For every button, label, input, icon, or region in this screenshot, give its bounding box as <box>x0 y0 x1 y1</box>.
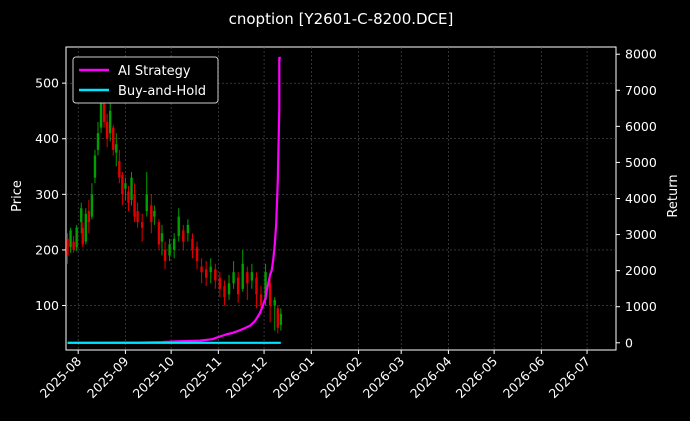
candle-body <box>232 272 235 284</box>
candle-body <box>108 110 112 134</box>
candle-body <box>118 160 121 178</box>
candle-body <box>168 244 171 256</box>
candle-body <box>218 277 222 289</box>
candle-body <box>115 144 118 153</box>
candle-body <box>279 313 283 325</box>
candle-body <box>273 299 276 306</box>
right-axis-title: Return <box>666 174 681 217</box>
candle-body <box>246 272 249 284</box>
candle-body <box>236 277 240 295</box>
candle-body <box>276 308 279 328</box>
candle-body <box>145 194 148 212</box>
legend-label-buy-and-hold: Buy-and-Hold <box>118 84 206 99</box>
candle-body <box>163 249 167 262</box>
candle-body <box>153 211 156 217</box>
left-axis-title: Price <box>10 180 25 212</box>
chart-title: cnoption [Y2601-C-8200.DCE] <box>229 10 454 28</box>
candle-body <box>209 266 212 273</box>
candle-body <box>172 238 176 250</box>
candle-body <box>99 94 103 128</box>
candle-body <box>93 155 97 178</box>
candle-body <box>121 174 124 195</box>
right-tick-label: 8000 <box>625 47 657 62</box>
candle-body <box>127 191 130 203</box>
candle-body <box>136 211 139 223</box>
right-tick-label: 7000 <box>625 83 657 98</box>
candle-body <box>130 177 133 200</box>
candle-body <box>102 99 106 123</box>
candle-body <box>90 194 94 217</box>
left-tick-label: 100 <box>35 298 59 313</box>
legend: AI Strategy Buy-and-Hold <box>72 56 219 104</box>
candle-body <box>214 269 217 281</box>
legend-label-ai-strategy: AI Strategy <box>118 64 191 79</box>
candle-body <box>204 269 208 278</box>
candle-body <box>66 238 69 256</box>
candle-body <box>195 247 199 262</box>
candle-body <box>182 230 185 242</box>
candle-body <box>264 272 267 300</box>
candle-body <box>112 127 115 150</box>
candle-body <box>259 294 263 306</box>
legend-box <box>72 56 219 104</box>
left-tick-label: 300 <box>35 187 59 202</box>
right-tick-label: 6000 <box>625 119 657 134</box>
candle-body <box>150 205 153 223</box>
candle-body <box>81 227 84 245</box>
right-tick-label: 3000 <box>625 227 657 242</box>
candle-body <box>87 211 91 223</box>
candle-body <box>75 227 78 248</box>
candle-body <box>69 230 72 248</box>
right-tick-label: 2000 <box>625 263 657 278</box>
candle-body <box>133 194 136 217</box>
right-tick-label: 1000 <box>625 299 657 314</box>
candle-body <box>200 266 203 273</box>
candle-body <box>177 216 180 237</box>
candle-body <box>80 208 83 223</box>
candle-body <box>160 233 164 242</box>
candle-body <box>223 286 226 298</box>
candle-body <box>105 122 109 139</box>
left-tick-label: 500 <box>35 76 59 91</box>
right-tick-label: 0 <box>625 335 633 350</box>
candle-body <box>268 283 272 306</box>
candle-body <box>186 224 190 234</box>
candle-body <box>255 277 258 295</box>
candle-body <box>124 183 127 189</box>
candle-body <box>250 272 254 281</box>
left-tick-label: 400 <box>35 131 59 146</box>
candle-body <box>84 213 88 242</box>
candle-body <box>241 263 244 289</box>
candle-body <box>140 222 144 228</box>
series-line-ai-strategy <box>67 56 281 344</box>
candle-body <box>72 241 75 250</box>
right-tick-label: 4000 <box>625 191 657 206</box>
candle-body <box>191 238 194 250</box>
candle-body <box>96 133 100 150</box>
candle-body <box>227 283 231 295</box>
right-tick-label: 5000 <box>625 155 657 170</box>
candle-body <box>157 222 161 245</box>
left-tick-label: 200 <box>35 242 59 257</box>
